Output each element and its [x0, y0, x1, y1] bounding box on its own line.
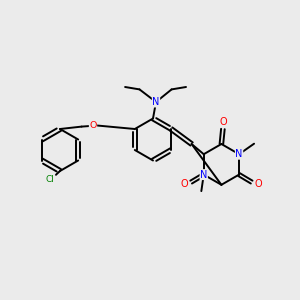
- Text: N: N: [236, 149, 243, 159]
- Text: Cl: Cl: [46, 175, 55, 184]
- Text: O: O: [181, 178, 188, 189]
- Text: O: O: [254, 178, 262, 189]
- Text: O: O: [89, 121, 97, 130]
- Text: O: O: [219, 116, 227, 127]
- Text: N: N: [152, 97, 160, 107]
- Text: N: N: [200, 169, 207, 180]
